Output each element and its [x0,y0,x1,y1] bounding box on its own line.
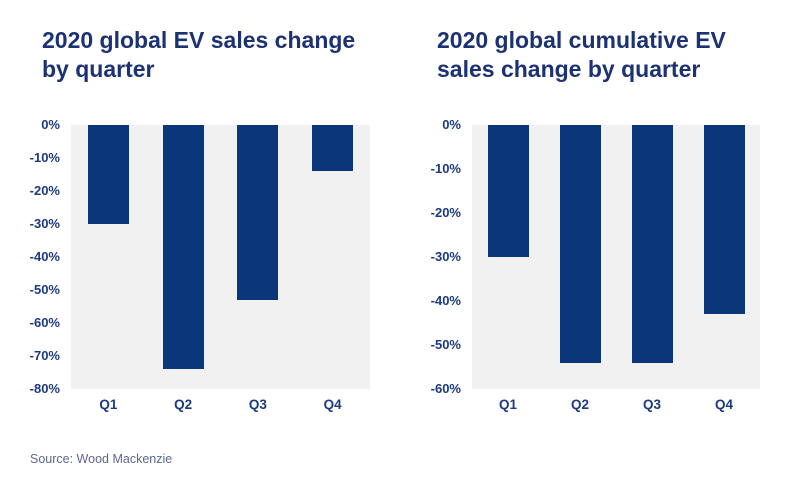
y-axis: 0% -10% -20% -30% -40% -50% -60% [400,117,461,396]
y-tick-label: -50% [29,282,60,297]
chart-title-line-1: 2020 global cumulative EV [437,27,726,53]
x-tick-label-q1: Q1 [498,397,517,412]
bar-q2 [559,125,601,363]
x-tick-label-q3: Q3 [642,397,661,412]
chart-title: 2020 global EV sales change by quarter [42,26,382,84]
x-tick-label-q4: Q4 [323,397,342,412]
bar-q1 [487,125,529,257]
bar-q4 [312,125,354,172]
source-credit: Source: Wood Mackenzie [30,452,173,466]
y-tick-label: -70% [29,348,60,363]
y-tick-label: 0% [41,117,60,132]
y-tick-label: -10% [29,150,60,165]
chart-title-line-2: sales change by quarter [437,56,701,82]
y-tick-label: -20% [430,205,461,220]
y-tick-label: -20% [29,183,60,198]
y-axis: 0% -10% -20% -30% -40% -50% -60% -70% -80% [0,117,60,396]
x-axis: Q1 Q2 Q3 Q4 [71,397,370,413]
bar-q3 [631,125,673,363]
x-tick-label-q2: Q2 [174,397,193,412]
y-tick-label: -60% [430,381,461,396]
y-tick-label: -40% [29,249,60,264]
bar-q2 [162,125,204,370]
x-tick-label-q3: Q3 [248,397,267,412]
y-tick-label: -30% [430,249,461,264]
bar-q4 [703,125,745,315]
y-tick-label: -30% [29,216,60,231]
plot-area [71,125,370,389]
x-tick-label-q1: Q1 [99,397,118,412]
chart-title: 2020 global cumulative EV sales change b… [437,26,777,84]
y-tick-label: -80% [29,381,60,396]
chart-cumulative-ev-sales-change-by-quarter: 2020 global cumulative EV sales change b… [400,0,800,480]
x-tick-label-q4: Q4 [714,397,733,412]
y-tick-label: -50% [430,337,461,352]
chart-title-line-2: by quarter [42,56,155,82]
y-tick-label: -60% [29,315,60,330]
plot-area [472,125,760,389]
x-tick-label-q2: Q2 [570,397,589,412]
y-tick-label: -10% [430,161,461,176]
y-tick-label: 0% [442,117,461,132]
chart-ev-sales-change-by-quarter: 2020 global EV sales change by quarter 0… [0,26,382,413]
bar-q3 [237,125,279,300]
chart-title-line-1: 2020 global EV sales change [42,27,356,53]
y-tick-label: -40% [430,293,461,308]
bar-q1 [87,125,129,224]
x-axis: Q1 Q2 Q3 Q4 [472,397,760,413]
